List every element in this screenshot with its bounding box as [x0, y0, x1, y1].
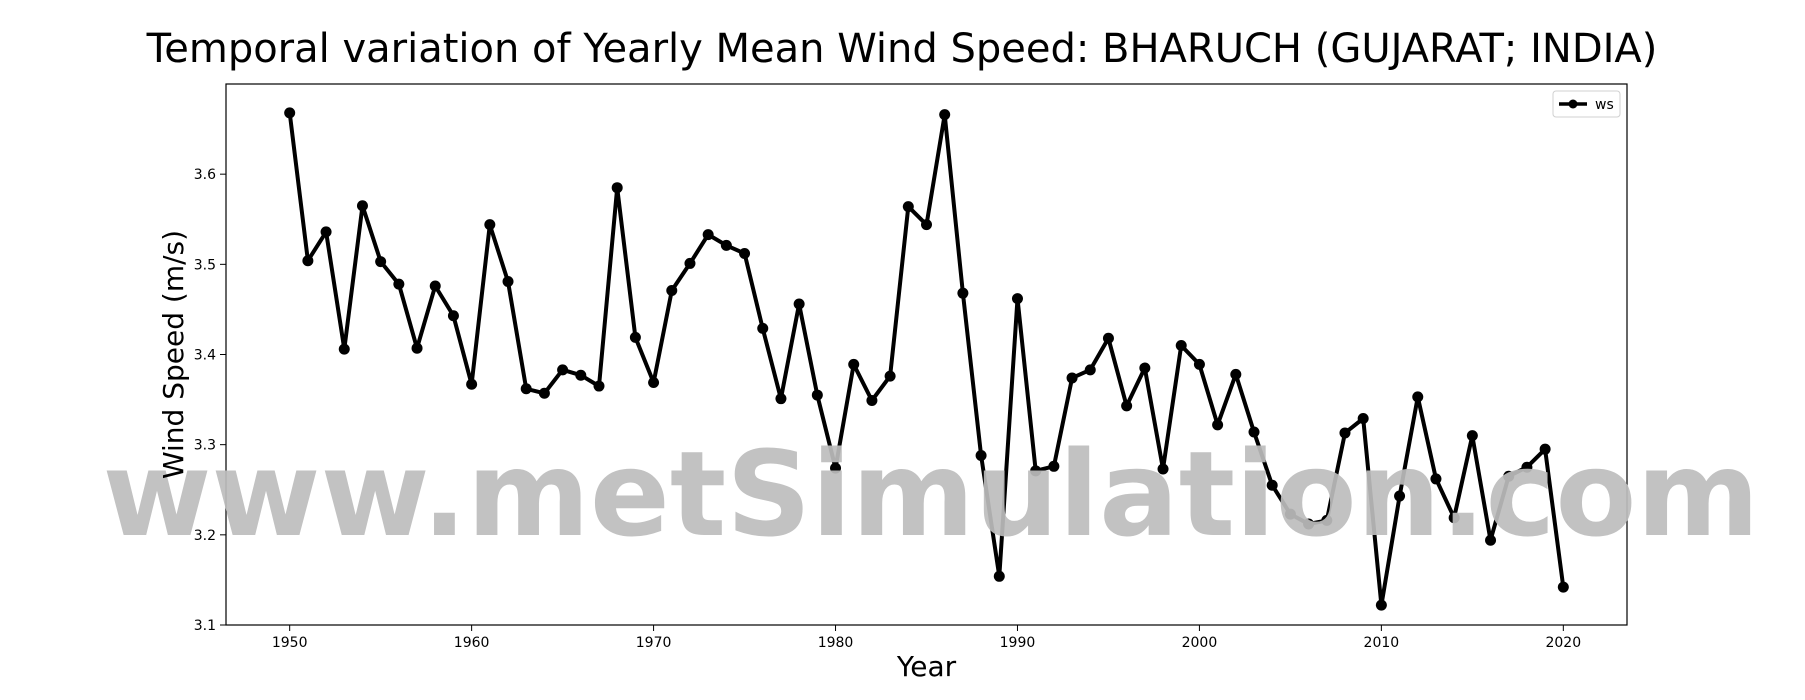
data-point [1066, 372, 1078, 384]
data-point [720, 239, 732, 251]
data-point [1030, 465, 1042, 477]
data-point [375, 256, 387, 268]
data-point [502, 275, 514, 287]
data-point [757, 322, 769, 334]
data-point [902, 201, 914, 213]
data-point [884, 370, 896, 382]
data-point [666, 284, 678, 296]
data-point [557, 364, 569, 376]
data-point [1102, 332, 1114, 344]
data-point [611, 182, 623, 194]
legend-marker-ws [1568, 99, 1578, 109]
x-axis-label: Year [896, 650, 957, 683]
data-point [684, 257, 696, 269]
data-point [848, 358, 860, 370]
data-point [484, 219, 496, 231]
data-point [921, 219, 932, 231]
data-point [1266, 479, 1278, 491]
data-point [1284, 508, 1296, 520]
x-tick-label: 1970 [636, 635, 672, 651]
data-point [830, 462, 842, 474]
data-point [1430, 473, 1442, 485]
legend[interactable]: ws [1552, 90, 1621, 118]
data-point [1375, 599, 1387, 611]
data-point [520, 383, 532, 395]
data-point [1303, 518, 1315, 530]
data-point [593, 380, 605, 392]
data-point [1485, 534, 1497, 546]
data-point [1157, 463, 1169, 475]
data-point [739, 248, 751, 260]
axis-ticks: 1950 1960 1970 1980 1990 2000 2010 2020 3.1 3.2 3.… [194, 167, 1581, 651]
y-tick-label: 3.1 [194, 618, 216, 634]
x-tick-label: 1990 [1000, 635, 1036, 651]
data-point [702, 229, 714, 241]
data-point [1175, 339, 1187, 351]
data-point [1248, 426, 1260, 438]
data-point [1011, 293, 1023, 305]
data-point [320, 226, 332, 238]
y-axis-label: Wind Speed (m/s) [157, 230, 190, 479]
data-point [1394, 490, 1406, 502]
data-point [1412, 391, 1424, 403]
y-tick-label: 3.3 [194, 438, 216, 454]
data-point [775, 393, 787, 405]
data-point [447, 310, 459, 322]
data-point [793, 298, 805, 310]
y-tick-label: 3.5 [194, 257, 216, 273]
data-point [975, 449, 987, 461]
y-tick-label: 3.4 [194, 348, 216, 364]
data-point [957, 287, 969, 299]
data-point [284, 107, 296, 119]
data-point [1521, 461, 1533, 473]
data-point [538, 387, 550, 399]
data-point [1321, 514, 1333, 526]
chart-title: Temporal variation of Yearly Mean Wind S… [146, 26, 1658, 72]
data-point [411, 342, 423, 354]
x-tick-label: 2010 [1364, 635, 1400, 651]
legend-label-ws: ws [1595, 97, 1614, 113]
data-point [811, 389, 823, 401]
data-point [1121, 400, 1133, 412]
data-point [302, 255, 314, 267]
data-point [1357, 413, 1369, 425]
data-point [466, 378, 478, 390]
data-point [939, 109, 951, 121]
x-tick-label: 1950 [272, 635, 308, 651]
x-tick-label: 1960 [454, 635, 490, 651]
data-point [1230, 368, 1242, 380]
data-point [1048, 460, 1060, 472]
data-point [1193, 358, 1205, 370]
y-tick-label: 3.2 [194, 528, 216, 544]
x-tick-label: 2000 [1182, 635, 1218, 651]
data-point [1448, 512, 1460, 524]
data-point [575, 369, 587, 381]
series-ws [284, 107, 1569, 611]
data-point [338, 343, 350, 355]
watermark-text: www.metSimulation.com [103, 425, 1760, 563]
data-point [1139, 362, 1151, 374]
data-point [1339, 427, 1351, 439]
data-point [356, 200, 368, 212]
data-point [1466, 430, 1478, 442]
data-point [1212, 419, 1224, 431]
data-point [866, 394, 878, 406]
data-point [1503, 470, 1515, 482]
data-point [1557, 581, 1569, 593]
data-point [429, 280, 441, 292]
data-point [1539, 443, 1551, 455]
x-tick-label: 1980 [818, 635, 854, 651]
data-point [393, 278, 405, 290]
data-point [648, 376, 660, 388]
y-tick-label: 3.6 [194, 167, 216, 183]
data-point [629, 331, 641, 343]
data-point [1084, 364, 1096, 376]
data-point [993, 570, 1005, 582]
x-tick-label: 2020 [1545, 635, 1581, 651]
